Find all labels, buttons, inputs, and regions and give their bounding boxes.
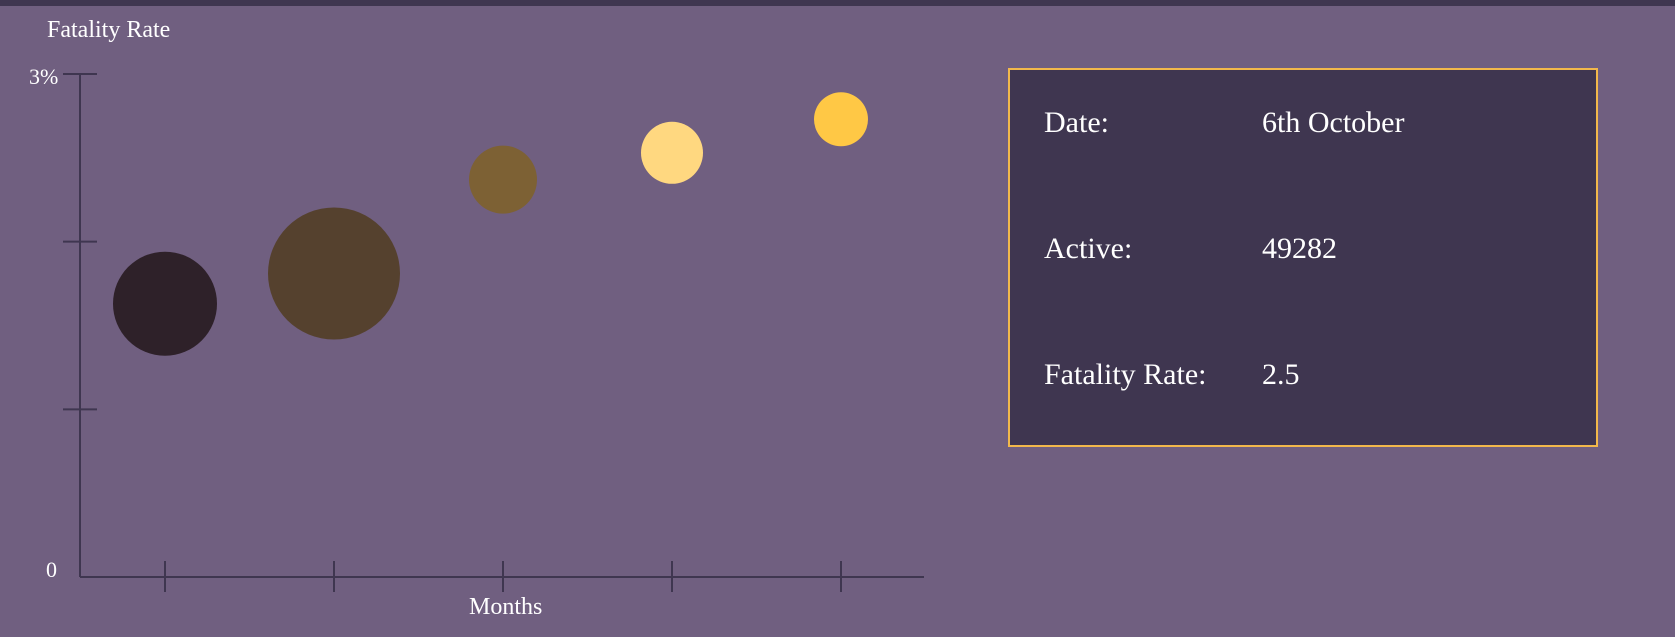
data-point-1[interactable] <box>113 251 217 356</box>
axes <box>63 73 924 592</box>
date-label: Date: <box>1044 106 1109 139</box>
info-panel: Date: 6th October Active: 49282 Fatality… <box>1008 68 1598 447</box>
data-point-4[interactable] <box>641 121 703 184</box>
y-tick-label-top: 3% <box>29 64 58 89</box>
top-strip <box>0 0 1675 6</box>
y-tick-label-bottom: 0 <box>46 557 57 582</box>
data-point-5[interactable] <box>814 92 868 147</box>
chart-title: Fatality Rate <box>47 17 170 43</box>
active-label: Active: <box>1044 232 1133 265</box>
fatality-rate-value: 2.5 <box>1262 358 1300 391</box>
fatality-rate-label: Fatality Rate: <box>1044 358 1207 391</box>
x-axis-label: Months <box>469 594 542 620</box>
data-point-2[interactable] <box>268 207 400 340</box>
data-point-3[interactable] <box>469 145 537 214</box>
data-points <box>113 92 868 356</box>
date-value: 6th October <box>1262 106 1405 139</box>
active-value: 49282 <box>1262 232 1337 265</box>
